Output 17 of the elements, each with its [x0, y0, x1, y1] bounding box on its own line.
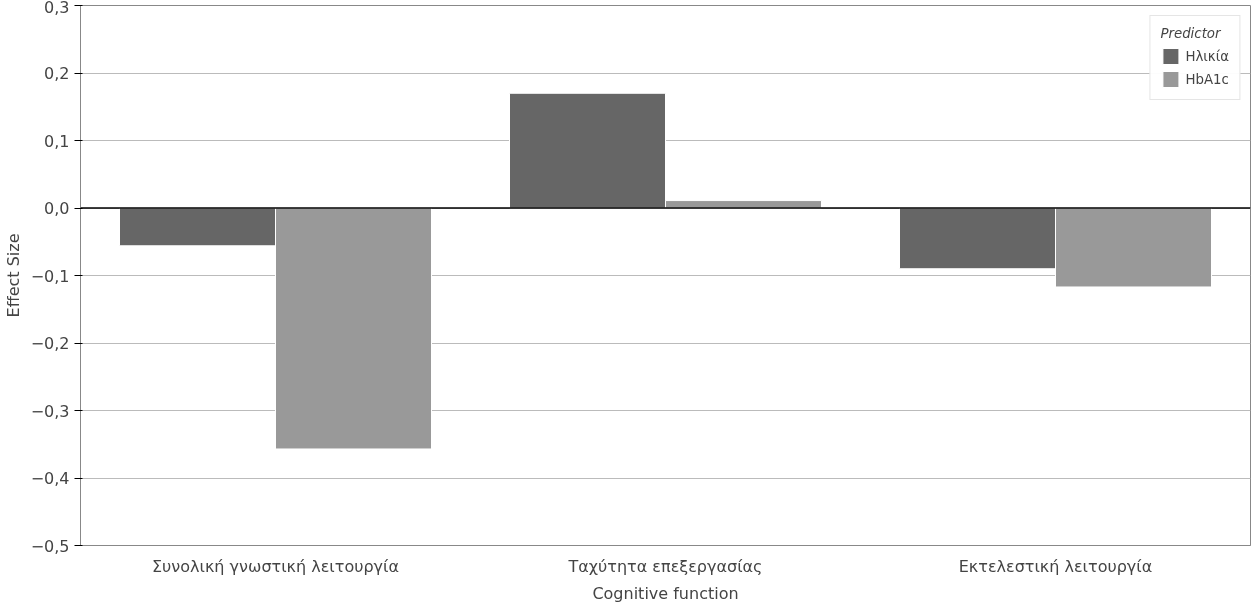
legend-label: Ηλικία	[1185, 48, 1229, 64]
y-tick-label: −0,1	[30, 266, 70, 286]
legend-label: HbA1c	[1185, 71, 1229, 87]
y-axis-title: Effect Size	[3, 233, 23, 318]
y-tick-label: −0,2	[30, 334, 70, 353]
x-tick-label: Ταχύτητα επεξεργασίας	[567, 556, 763, 576]
y-tick-label: 0,2	[44, 64, 70, 83]
y-tick-label: 0,0	[44, 199, 70, 218]
y-tick-label: −0,4	[30, 469, 70, 488]
y-tick-label: −0,3	[30, 401, 70, 421]
legend-title: Predictor	[1160, 26, 1222, 41]
y-tick-label: 0,1	[44, 131, 70, 151]
x-tick-label: Συνολική γνωστική λειτουργία	[151, 556, 400, 576]
x-tick-label: Εκτελεστική λειτουργία	[958, 556, 1153, 576]
x-axis-title: Cognitive function	[592, 583, 739, 603]
y-tick-label: 0,3	[44, 0, 70, 17]
y-tick-label: −0,5	[30, 536, 70, 556]
